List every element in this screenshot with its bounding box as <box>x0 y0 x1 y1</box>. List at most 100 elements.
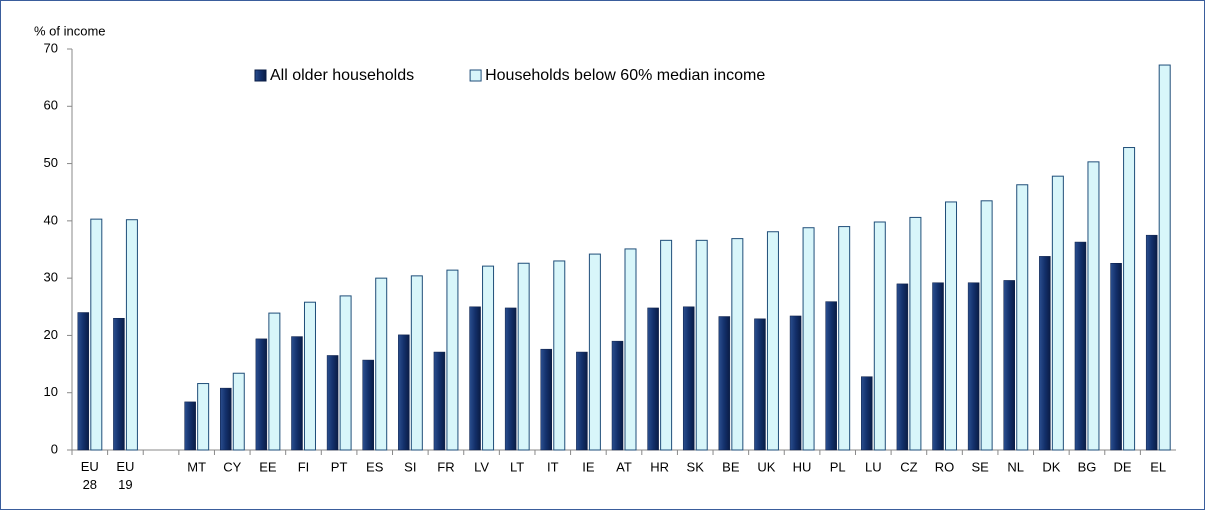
y-tick-label: 0 <box>51 441 58 456</box>
x-tick-label: NL <box>1007 459 1024 474</box>
x-tick-label: EE <box>259 459 277 474</box>
x-tick-label: CZ <box>900 459 917 474</box>
bar <box>695 239 708 451</box>
bar <box>291 336 303 451</box>
bar <box>754 318 766 451</box>
bar <box>1158 64 1171 451</box>
bar <box>184 401 196 451</box>
bar <box>896 283 909 451</box>
x-tick-label: BG <box>1078 459 1097 474</box>
bar <box>326 355 339 451</box>
x-tick-label: CY <box>223 459 241 474</box>
x-tick-label: DK <box>1042 459 1060 474</box>
bar <box>802 227 815 451</box>
bar <box>932 282 944 451</box>
bar <box>255 338 268 451</box>
bar <box>682 306 695 451</box>
x-tick-label: SE <box>971 459 989 474</box>
x-tick-label: IT <box>547 459 559 474</box>
x-tick-label: IE <box>582 459 595 474</box>
y-tick-label: 70 <box>44 40 58 55</box>
bar <box>268 312 281 451</box>
bar <box>90 218 103 451</box>
bar <box>1016 184 1029 451</box>
y-axis-label: % of income <box>34 23 106 38</box>
x-tick-label: HR <box>650 459 669 474</box>
bar <box>909 216 922 451</box>
bar <box>967 282 980 451</box>
bar <box>873 221 886 451</box>
legend-text: All older households <box>270 67 414 84</box>
bar <box>197 383 210 451</box>
bar <box>446 269 459 451</box>
bar <box>1051 175 1064 451</box>
x-tick-label: EU 28 <box>81 459 99 492</box>
bar <box>611 340 624 451</box>
x-tick-label: SI <box>404 459 416 474</box>
bar <box>647 307 659 451</box>
x-tick-label: PL <box>830 459 846 474</box>
bar <box>125 219 138 451</box>
y-tick-label: 50 <box>44 155 58 170</box>
x-tick-label: LU <box>865 459 882 474</box>
bar <box>624 248 637 451</box>
x-tick-label: UK <box>757 459 775 474</box>
x-tick-label: FR <box>437 459 454 474</box>
x-tick-label: MT <box>187 459 206 474</box>
y-tick-label: 20 <box>44 327 58 342</box>
x-tick-label: LT <box>510 459 524 474</box>
bar <box>1039 256 1051 451</box>
bar <box>660 239 673 451</box>
bar <box>1123 147 1136 451</box>
bar <box>540 348 553 451</box>
legend-text: Households below 60% median income <box>485 67 765 84</box>
bar <box>362 359 374 451</box>
bar <box>220 387 232 451</box>
x-tick-label: DE <box>1114 459 1132 474</box>
x-tick-label: RO <box>935 459 955 474</box>
legend-swatch <box>469 69 482 82</box>
bar <box>789 315 802 451</box>
bar <box>731 238 744 451</box>
bar <box>825 301 837 451</box>
bar <box>1145 234 1158 451</box>
x-tick-label: PT <box>331 459 348 474</box>
bar <box>398 334 410 451</box>
bar <box>1003 280 1015 451</box>
bar <box>339 295 352 451</box>
bar <box>980 200 993 451</box>
y-tick-label: 10 <box>44 384 58 399</box>
y-tick-label: 30 <box>44 270 58 285</box>
bar <box>504 307 517 451</box>
y-tick-label: 40 <box>44 212 58 227</box>
bar <box>576 351 588 451</box>
bar <box>482 265 495 451</box>
bar <box>303 301 316 451</box>
x-tick-label: AT <box>616 459 632 474</box>
bar <box>588 253 601 451</box>
x-tick-label: FI <box>298 459 310 474</box>
x-tick-label: EL <box>1150 459 1166 474</box>
x-tick-label: LV <box>474 459 489 474</box>
bar <box>1074 241 1087 451</box>
y-tick-label: 60 <box>44 98 58 113</box>
bar <box>718 316 731 451</box>
bar <box>861 376 873 451</box>
x-tick-label: BE <box>722 459 740 474</box>
x-tick-label: ES <box>366 459 384 474</box>
bar <box>77 312 90 451</box>
x-tick-label: SK <box>687 459 705 474</box>
bar <box>766 231 779 451</box>
bar <box>410 275 423 451</box>
bar <box>113 317 125 451</box>
bar <box>469 306 481 451</box>
x-tick-label: HU <box>793 459 812 474</box>
x-tick-label: EU 19 <box>116 459 134 492</box>
bar <box>838 226 851 451</box>
bar <box>1110 262 1122 451</box>
bar <box>375 277 388 451</box>
bar <box>553 260 566 451</box>
bar <box>1087 161 1100 451</box>
bar <box>433 351 446 451</box>
